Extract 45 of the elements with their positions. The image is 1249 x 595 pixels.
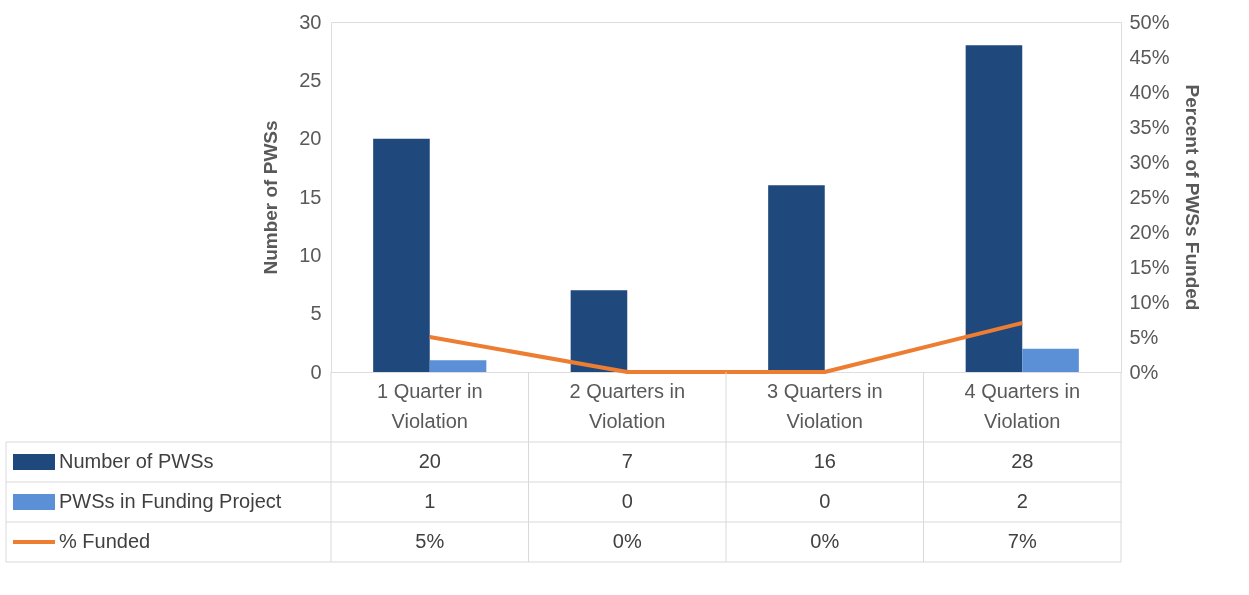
y2-tick-label: 15% [1129, 255, 1170, 278]
y-tick-label: 15 [299, 185, 322, 208]
data-label: 7 [621, 450, 633, 472]
data-label: 0% [612, 530, 642, 552]
x-tick-label: 2 Quarters in Violation [569, 380, 686, 432]
x-tick-label: 3 Quarters in Violation [766, 380, 883, 432]
y-axis-title: Number of PWSs [260, 120, 282, 275]
y2-tick-label: 10% [1129, 290, 1170, 313]
bar [373, 138, 430, 372]
y2-axis-title: Percent of PWSs Funded [1181, 84, 1203, 311]
data-label: 20 [418, 450, 441, 472]
data-label: 0% [810, 530, 840, 552]
y2-tick-label: 25% [1129, 185, 1170, 208]
bar [768, 185, 825, 372]
y2-tick-label: 40% [1129, 80, 1170, 103]
data-label: 0 [621, 490, 633, 512]
data-label: 7% [1007, 530, 1037, 552]
y2-tick-label: 0% [1129, 360, 1159, 383]
legend-label: PWSs in Funding Project [59, 490, 282, 512]
data-label: 0 [819, 490, 831, 512]
y-tick-label: 5 [310, 302, 322, 325]
bar [570, 290, 628, 372]
y-tick-label: 10 [299, 243, 322, 266]
y2-tick-label: 35% [1129, 115, 1170, 138]
y2-tick-label: 5% [1129, 325, 1159, 348]
y-tick-label: 0 [310, 360, 322, 383]
bar [965, 45, 1023, 372]
data-label: 16 [813, 450, 836, 472]
legend-label: Number of PWSs [59, 450, 214, 472]
x-tick-label: 4 Quarters in Violation [964, 380, 1081, 432]
bar [1022, 348, 1079, 372]
y2-tick-label: 45% [1129, 45, 1170, 68]
y2-tick-label: 30% [1129, 150, 1170, 173]
y-tick-label: 30 [299, 10, 322, 33]
data-label: 2 [1016, 490, 1028, 512]
y2-tick-label: 50% [1129, 10, 1170, 33]
y-tick-label: 20 [299, 127, 322, 150]
x-tick-label: 1 Quarter in Violation [376, 380, 483, 432]
data-label: 28 [1011, 450, 1034, 472]
y2-tick-label: 20% [1129, 220, 1170, 243]
data-label: 5% [415, 530, 445, 552]
legend-label: % Funded [59, 530, 151, 552]
bar [429, 360, 487, 372]
y-tick-label: 25 [299, 68, 322, 91]
data-label: 1 [424, 490, 436, 512]
